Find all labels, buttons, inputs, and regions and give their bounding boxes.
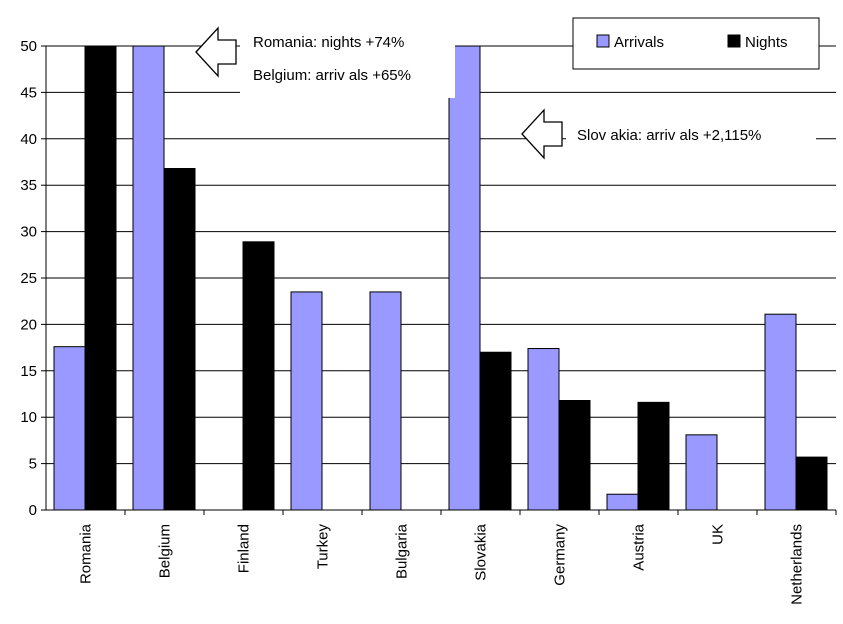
bar-nights-slovakia [479,351,512,511]
legend-swatch-arrivals [596,34,610,48]
y-tick-label: 45 [20,84,37,101]
y-tick-label: 25 [20,270,37,287]
y-tick-label: 35 [20,177,37,194]
legend-swatch-nights [727,34,741,48]
annotation-box [240,20,455,98]
annotations: Romania: nights +74% Belgium: arriv als +… [195,20,816,160]
bar-nights-netherlands [795,456,828,511]
bar-arrivals-turkey [290,291,323,511]
x-tick-label-netherlands: Netherlands [789,524,806,605]
annotation-box [566,116,816,154]
bar-arrivals-uk [685,434,718,511]
arrow-icon [521,108,563,160]
y-tick-label: 20 [20,316,37,333]
x-tick-label-germany: Germany [552,524,569,586]
legend-label-arrivals: Arrivals [614,34,664,51]
y-tick-label: 5 [29,456,37,473]
bar-arrivals-germany [527,348,560,511]
x-tick-label-austria: Austria [631,523,648,570]
x-tick-label-bulgaria: Bulgaria [394,523,411,579]
y-tick-label: 0 [29,502,37,519]
x-tick-label-romania: Romania [78,523,95,584]
legend-box [572,17,820,70]
bar-nights-romania [84,45,117,511]
bar-nights-germany [558,399,591,511]
y-tick-label: 10 [20,409,37,426]
bar-arrivals-romania [53,346,86,511]
x-axis: Romania Belgium Finland Turkey Bulgaria Slova… [46,509,837,605]
y-tick-label: 40 [20,131,37,148]
arrow-icon [195,26,237,78]
bar-arrivals-belgium [132,45,165,511]
bar-nights-finland [242,241,275,511]
bars [53,45,828,511]
bar-arrivals-austria [606,493,639,511]
bar-arrivals-slovakia [448,45,481,511]
x-tick-label-slovakia: Slovakia [473,523,490,580]
annotation-slovakia: Slov akia: arriv als +2,115% [577,127,761,144]
x-tick-label-finland: Finland [236,524,253,573]
bar-nights-austria [637,401,670,511]
x-tick-label-uk: UK [710,524,727,545]
x-tick-label-belgium: Belgium [157,524,174,578]
y-tick-label: 50 [20,38,37,55]
y-tick-label: 15 [20,363,37,380]
bar-nights-belgium [163,167,196,511]
bar-arrivals-bulgaria [369,291,402,511]
annotation-belgium: Belgium: arriv als +65% [253,67,411,84]
y-tick-label: 30 [20,224,37,241]
y-axis: 0 5 10 15 20 25 30 35 40 45 50 [20,38,47,519]
annotation-romania: Romania: nights +74% [253,34,404,51]
legend: Arrivals Nights [572,17,820,70]
bar-arrivals-netherlands [764,313,797,511]
x-tick-label-turkey: Turkey [315,524,332,570]
legend-label-nights: Nights [745,34,788,51]
